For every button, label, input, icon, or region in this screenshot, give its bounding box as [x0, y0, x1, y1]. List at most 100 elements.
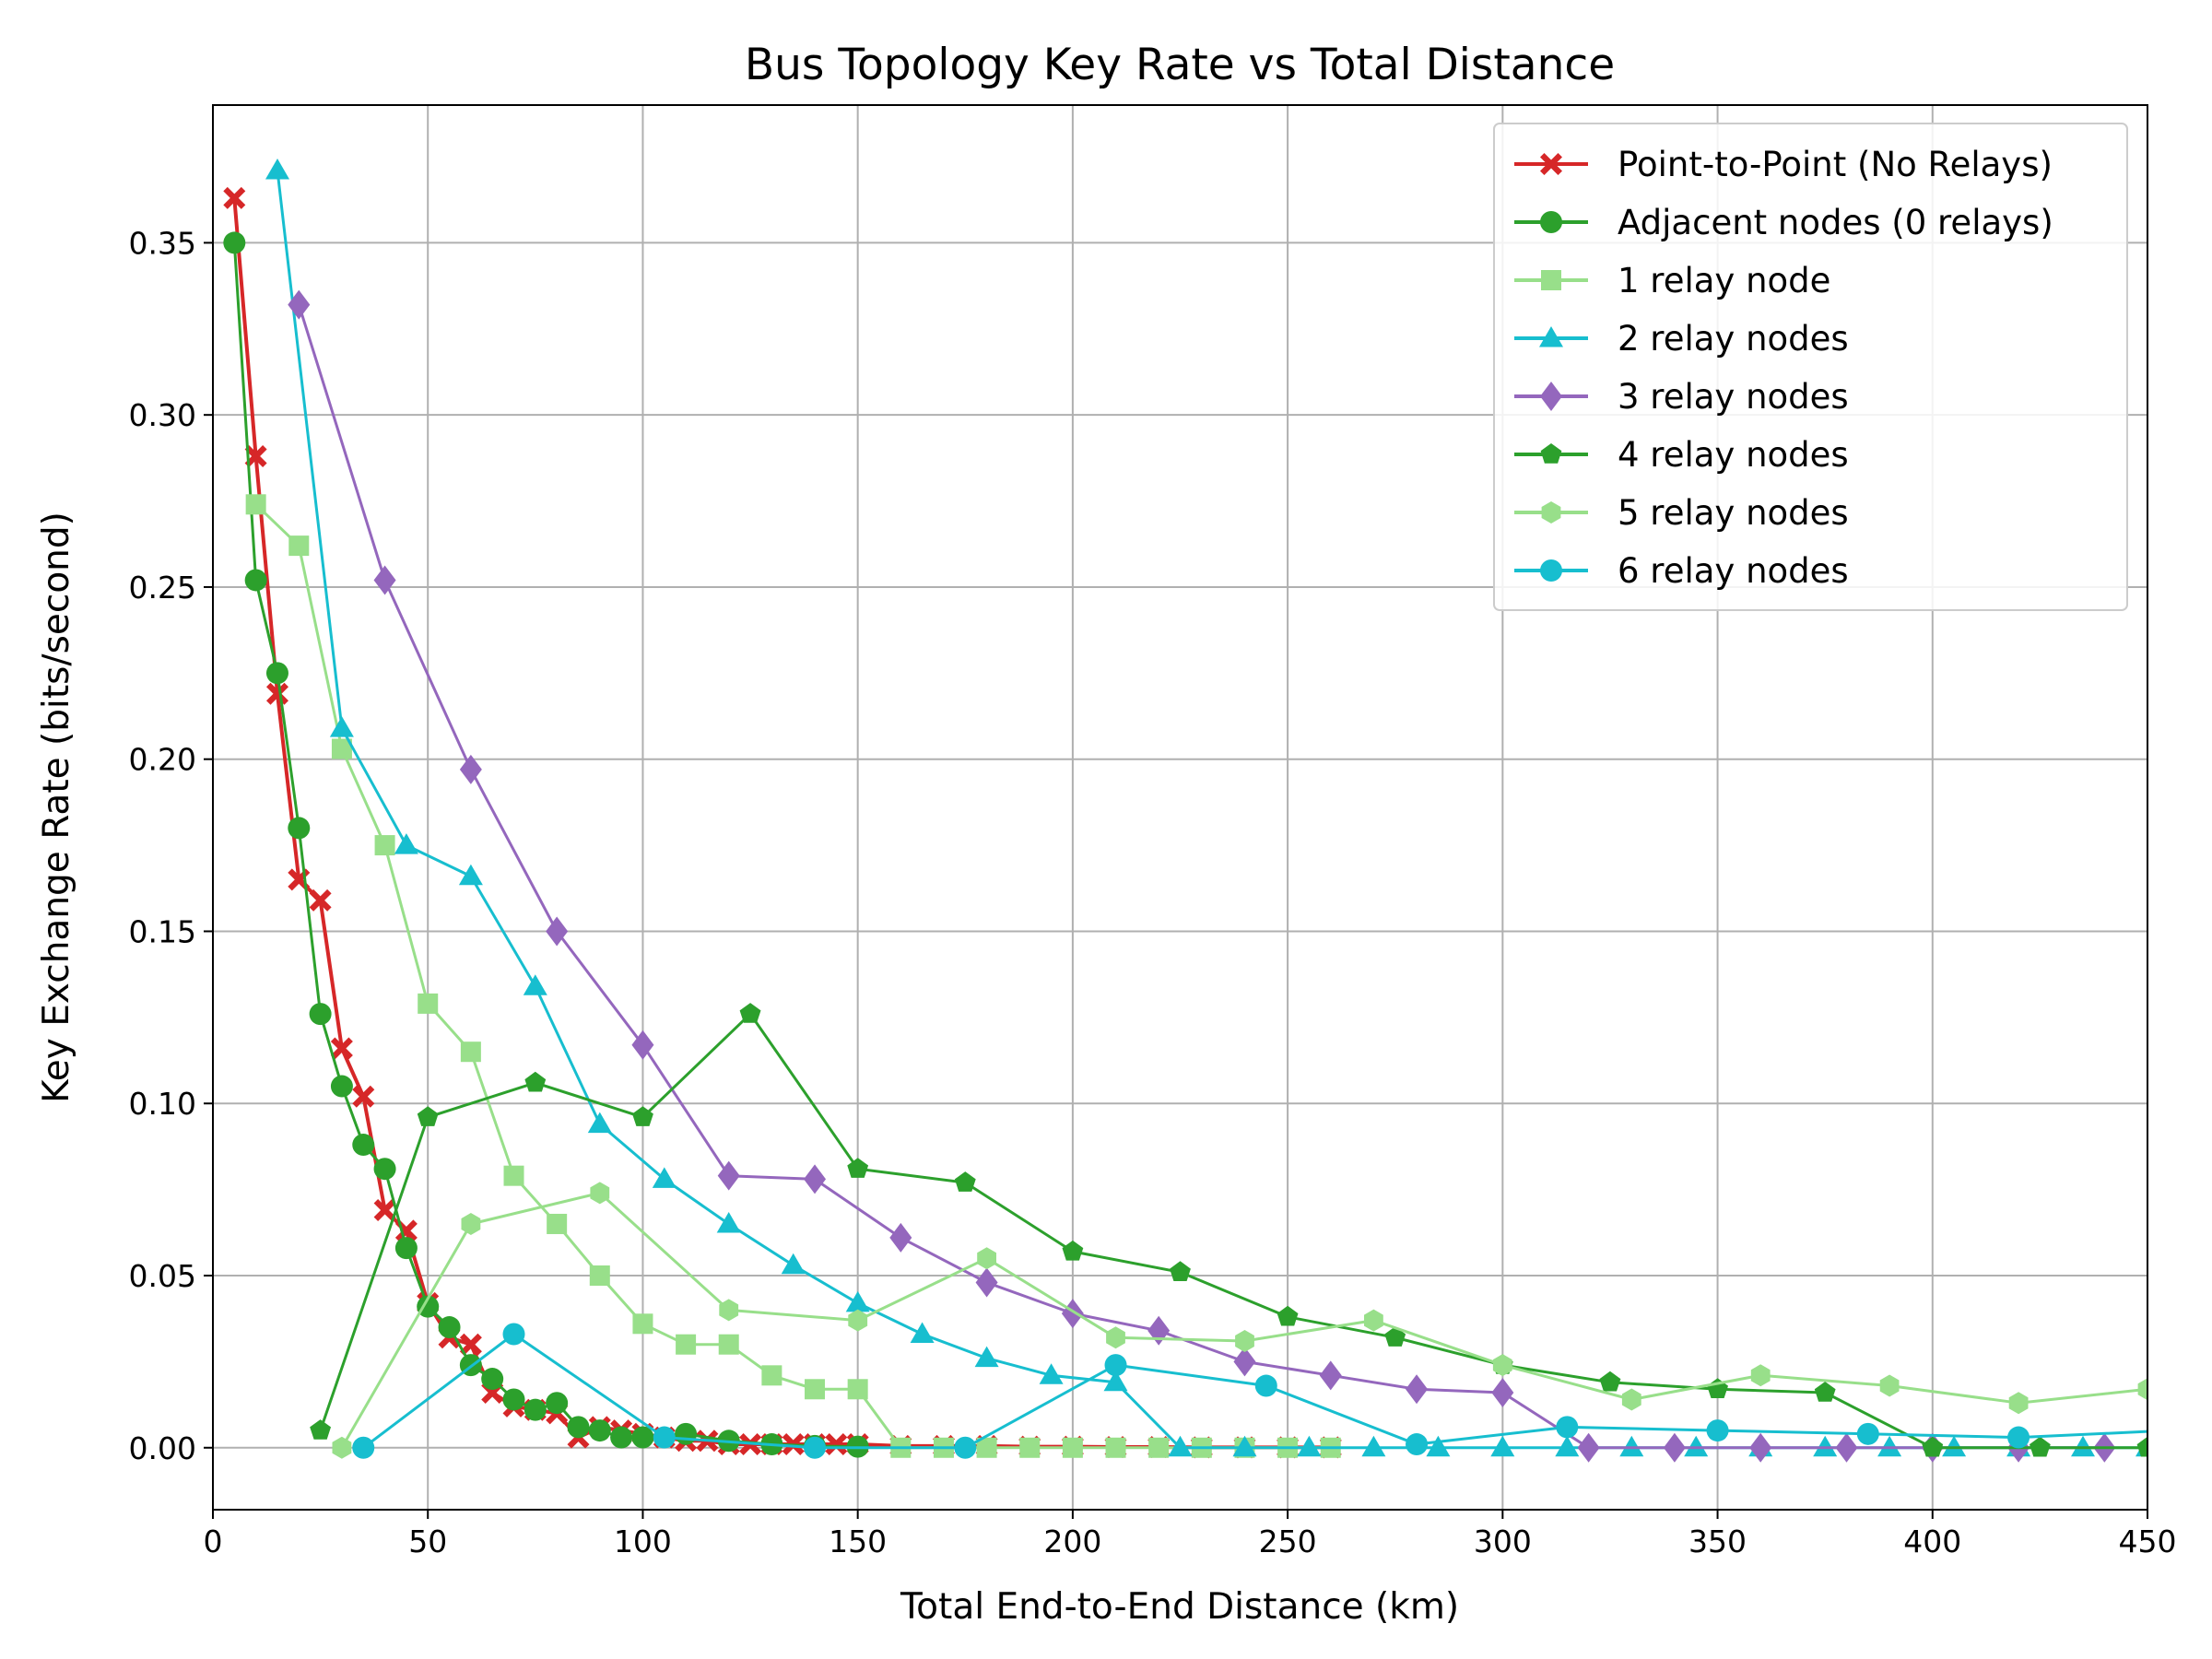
plot-frame [212, 104, 2148, 1511]
data-point [1106, 1326, 1125, 1349]
data-point [652, 1167, 677, 1188]
x-tick-label: 0 [204, 1524, 223, 1559]
data-point [1232, 1435, 1257, 1457]
x-tick-label: 50 [408, 1524, 447, 1559]
data-point [265, 662, 288, 685]
data-point [481, 1368, 504, 1391]
data-point [1406, 1433, 1429, 1456]
data-point [1835, 1432, 1858, 1463]
legend-marker [1541, 270, 1561, 290]
data-point [265, 159, 289, 180]
data-point [781, 1253, 806, 1275]
data-point [394, 1237, 418, 1260]
data-point [1062, 1437, 1083, 1458]
series-adjacent-nodes-0-relays [223, 231, 869, 1458]
legend-box [1493, 123, 2128, 611]
data-point [331, 738, 352, 759]
data-point [567, 1416, 590, 1439]
data-point [1426, 1435, 1451, 1457]
data-point [502, 1388, 525, 1411]
data-point [223, 231, 246, 254]
data-point [330, 1037, 353, 1060]
data-point [223, 186, 246, 209]
data-point [459, 1333, 482, 1356]
data-point [954, 1171, 976, 1192]
data-point [310, 1419, 331, 1440]
data-point [1061, 1299, 1084, 1329]
data-point [309, 888, 332, 912]
legend-item: 4 relay nodes [1514, 435, 1849, 475]
data-point [717, 1160, 740, 1191]
data-point [1148, 1437, 1170, 1458]
data-point [1814, 1382, 1836, 1402]
x-tick-label: 350 [1688, 1524, 1747, 1559]
data-point [1556, 1416, 1579, 1439]
data-point [394, 833, 418, 854]
y-tick-label: 0.15 [129, 913, 196, 949]
data-point [288, 817, 311, 840]
data-point [761, 1365, 782, 1386]
data-point [1877, 1435, 1902, 1457]
data-point [1254, 1374, 1277, 1397]
data-point [1105, 1437, 1126, 1458]
data-point [2071, 1435, 2095, 1457]
data-point [309, 1003, 332, 1026]
data-point [2007, 1426, 2030, 1449]
data-point [631, 1426, 654, 1449]
data-point [1019, 1437, 1041, 1458]
data-point [352, 1436, 375, 1459]
legend-label: Adjacent nodes (0 relays) [1618, 203, 2053, 242]
legend: Point-to-Point (No Relays) Adjacent nodes… [1493, 123, 2128, 611]
data-point [417, 1295, 440, 1318]
data-point [523, 974, 547, 995]
data-point [1684, 1435, 1709, 1457]
data-point [1942, 1435, 1967, 1457]
data-point [373, 1158, 396, 1181]
data-point [675, 1422, 698, 1445]
data-point [1062, 1240, 1084, 1261]
legend-marker [1540, 559, 1562, 582]
series-1-relay-node [245, 494, 1341, 1458]
data-point [2136, 1436, 2147, 1457]
data-point [329, 716, 354, 737]
legend-item: 6 relay nodes [1514, 551, 1849, 591]
data-point [459, 754, 482, 784]
y-axis-label: Key Exchange Rate (bits/second) [36, 512, 77, 1103]
data-point [1922, 1436, 1944, 1457]
data-point [1364, 1309, 1383, 1332]
data-point [503, 1165, 524, 1186]
data-point [1170, 1261, 1191, 1281]
data-point [1879, 1374, 1900, 1397]
data-point [825, 1433, 848, 1455]
data-point [352, 1134, 375, 1157]
data-point [632, 1106, 653, 1126]
data-point [977, 1247, 996, 1270]
data-point [1235, 1330, 1254, 1352]
y-tick-label: 0.25 [129, 570, 196, 606]
data-point [266, 682, 288, 705]
series-line [297, 304, 2105, 1450]
data-point [1361, 1435, 1386, 1457]
x-tick-label: 400 [1903, 1524, 1961, 1559]
data-point [1491, 1378, 1514, 1407]
data-point [1492, 1354, 1512, 1377]
data-point [1490, 1435, 1515, 1457]
data-point [1663, 1432, 1686, 1463]
data-point [461, 1213, 481, 1235]
axis-ticks: 0 50 100 150 200 250 300 350 400 450 0.00 0.05 0.10 0… [129, 225, 2177, 1559]
y-tick-label: 0.35 [129, 225, 196, 261]
data-point [588, 1419, 611, 1442]
x-tick-label: 250 [1259, 1524, 1317, 1559]
legend-item: 1 relay node [1514, 261, 1830, 300]
y-tick-label: 0.30 [129, 397, 196, 433]
data-point [1856, 1422, 1879, 1445]
x-tick-label: 450 [2119, 1524, 2177, 1559]
data-point [1168, 1435, 1193, 1457]
data-point [352, 1085, 375, 1108]
data-point [1319, 1360, 1342, 1391]
data-point [1750, 1364, 1771, 1387]
data-point [1233, 1347, 1256, 1377]
data-point [2008, 1392, 2029, 1415]
data-point [374, 835, 395, 856]
data-point [631, 1030, 654, 1060]
